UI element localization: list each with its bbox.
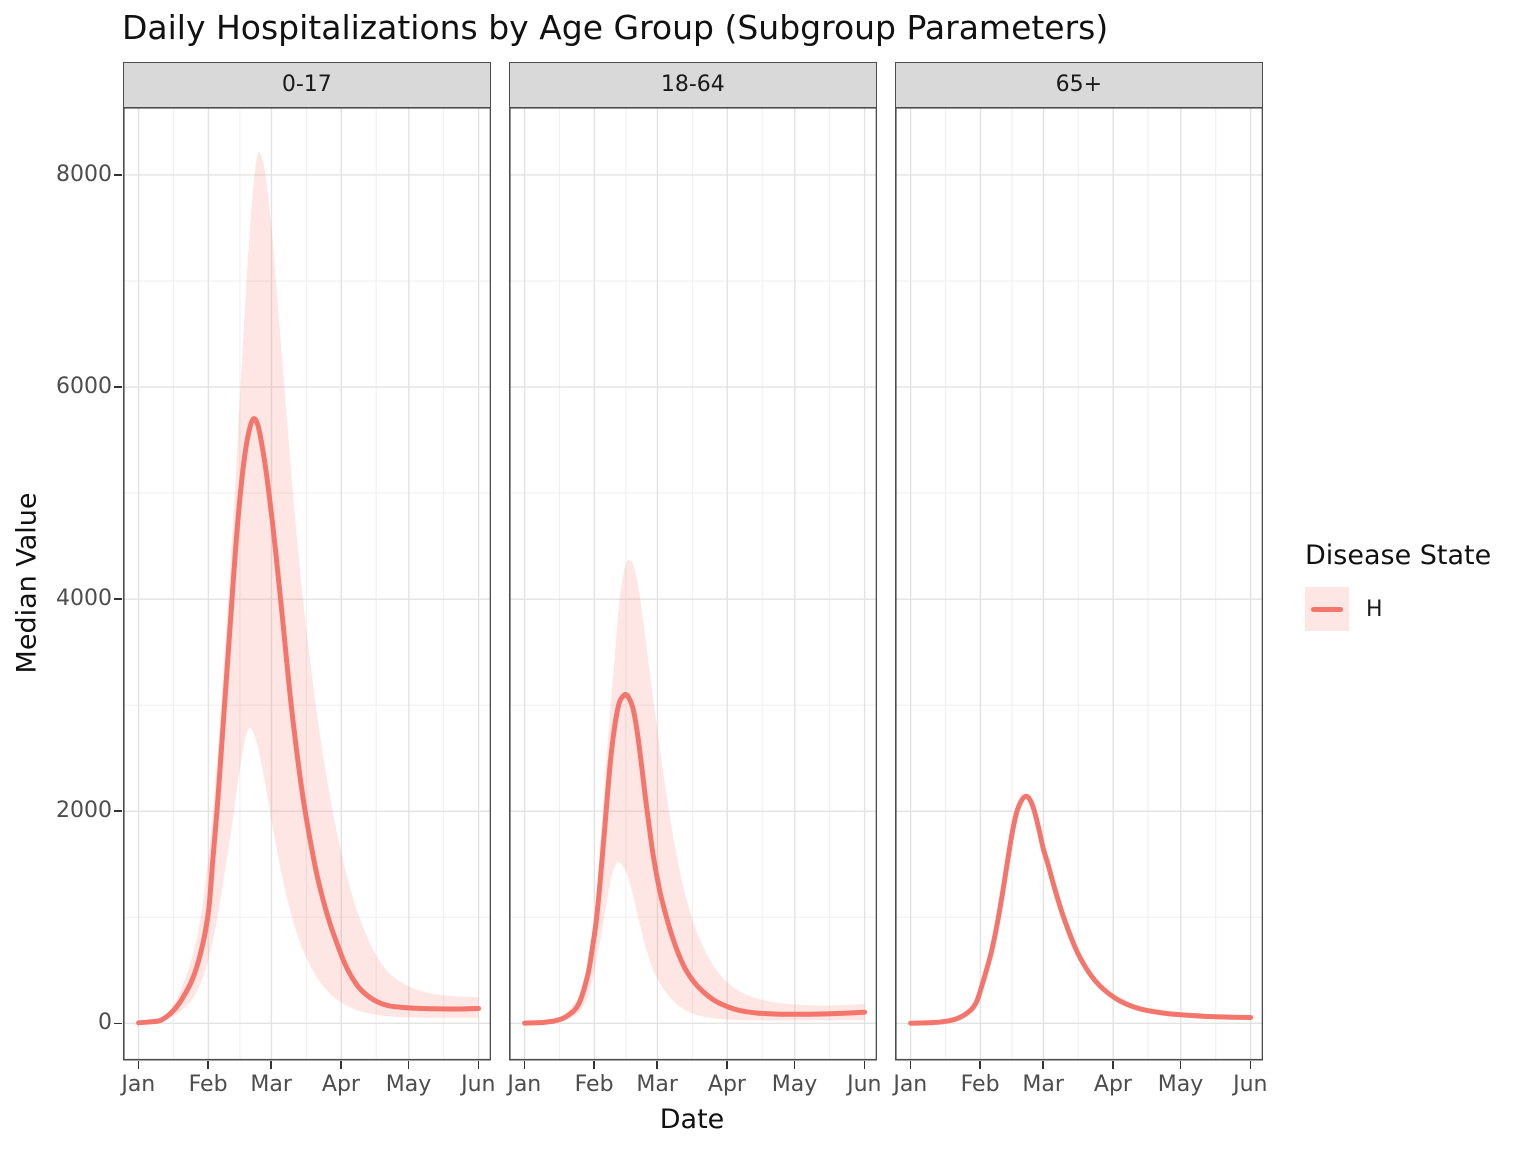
facet-panel-0-17 [122,107,491,1061]
x-tick-mark [137,1060,140,1069]
x-tick-label: Apr [707,1072,746,1097]
x-tick-mark [1179,1060,1182,1069]
median-line-0-17 [135,416,481,1026]
x-tick-label: Feb [188,1072,228,1097]
x-tick-mark [207,1060,209,1069]
x-tick-mark [593,1060,595,1069]
x-tick-label: Jun [847,1072,882,1097]
x-tick-label: Feb [574,1072,614,1097]
x-tick-label: Jan [507,1072,542,1097]
ribbon-0-17 [123,152,479,1023]
x-tick-mark [979,1060,981,1069]
x-tick-label: May [385,1072,432,1097]
y-tick-mark [114,810,122,812]
legend-item-label: H [1366,596,1383,622]
x-tick-label: May [771,1072,818,1097]
legend-title: Disease State [1305,540,1492,571]
median-line-18-64 [521,691,867,1026]
x-tick-label: Jun [461,1072,496,1097]
x-tick-mark [1112,1060,1114,1069]
x-tick-mark [340,1060,342,1069]
y-tick-mark [114,598,122,600]
x-tick-label: Apr [321,1072,360,1097]
y-tick-label: 6000 [56,374,112,400]
x-tick-label: Mar [250,1072,292,1097]
x-tick-label: Jun [1233,1072,1268,1097]
y-tick-label: 8000 [56,161,112,187]
y-tick-label: 2000 [56,798,112,824]
facet-strip-65+: 65+ [894,62,1263,108]
plot-title: Daily Hospitalizations by Age Group (Sub… [122,8,1109,47]
x-tick-label: Mar [1022,1072,1064,1097]
x-tick-mark [863,1060,866,1069]
x-tick-label: Mar [636,1072,678,1097]
y-tick-mark [114,1022,122,1025]
x-tick-label: May [1157,1072,1204,1097]
x-tick-mark [656,1060,658,1069]
ribbon-18-64 [509,559,865,1024]
y-tick-label: 0 [98,1010,112,1036]
x-tick-mark [477,1060,480,1069]
facet-panel-65+ [894,107,1263,1061]
x-tick-mark [523,1060,526,1069]
x-axis-title: Date [659,1104,725,1135]
median-line-65+ [907,793,1253,1026]
x-tick-mark [1249,1060,1252,1069]
x-tick-label: Jan [121,1072,156,1097]
facet-strip-18-64: 18-64 [508,62,877,108]
y-tick-label: 4000 [56,586,112,612]
y-axis-title: Median Value [11,492,43,674]
x-tick-label: Jan [893,1072,928,1097]
y-tick-mark [114,386,122,388]
legend-key-line-icon [1311,606,1343,612]
facet-strip-0-17: 0-17 [122,62,491,108]
x-tick-label: Feb [960,1072,1000,1097]
x-tick-mark [270,1060,272,1069]
x-tick-mark [1042,1060,1044,1069]
y-tick-mark [114,174,122,176]
x-tick-mark [793,1060,796,1069]
x-tick-label: Apr [1093,1072,1132,1097]
legend-key-swatch [1305,587,1349,631]
x-tick-mark [407,1060,410,1069]
x-tick-mark [909,1060,912,1069]
x-tick-mark [726,1060,728,1069]
facet-panel-18-64 [508,107,877,1061]
